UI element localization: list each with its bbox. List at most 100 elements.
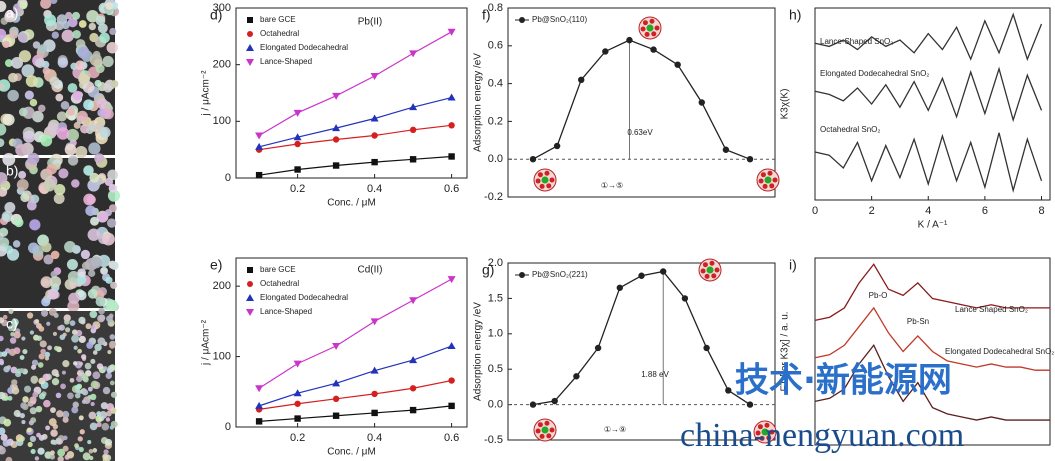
legend-label: Octahedral [260, 29, 299, 38]
particle [27, 201, 37, 211]
particle [57, 127, 69, 139]
particle [96, 64, 105, 73]
cluster-atom [544, 421, 549, 426]
cluster-atom [711, 273, 716, 278]
particle [110, 380, 115, 385]
marker [448, 377, 454, 383]
marker [602, 48, 608, 54]
y-tick-label: 0.0 [488, 399, 503, 411]
y-tick-label: 1.0 [488, 328, 503, 340]
particle [38, 105, 46, 113]
particle [101, 423, 109, 431]
particle [110, 261, 119, 270]
marker [554, 143, 560, 149]
marker [371, 159, 377, 165]
particle [109, 364, 115, 370]
particle [43, 67, 51, 75]
particle [36, 406, 43, 413]
particle [52, 440, 57, 445]
particle [63, 446, 69, 452]
particle [82, 375, 89, 382]
marker [448, 403, 454, 409]
particle [45, 425, 50, 430]
particle [111, 392, 117, 398]
particle [35, 319, 39, 323]
y-tick-label: -0.2 [484, 191, 503, 203]
particle [62, 371, 66, 375]
particle [88, 270, 95, 277]
particle [56, 393, 62, 399]
cluster-atom [550, 428, 555, 433]
marker [626, 37, 632, 43]
particle [65, 144, 77, 156]
particle [60, 383, 66, 389]
particle [12, 387, 20, 395]
particle [73, 361, 77, 365]
marker [294, 401, 300, 407]
cluster-atom [703, 262, 708, 267]
particle [53, 332, 57, 336]
y-tick-label: 0.2 [488, 115, 503, 127]
legend-label: bare GCE [260, 15, 296, 24]
particle [83, 194, 95, 206]
cluster-center [765, 177, 772, 184]
series-label: Elongated Dodecahedral SnO₂ [945, 347, 1054, 356]
x-tick-label: 8 [1038, 205, 1044, 217]
particle [85, 363, 92, 370]
particle [11, 379, 17, 385]
x-axis-label: K / A⁻¹ [918, 220, 948, 231]
cluster-atom [701, 268, 706, 273]
particle [50, 407, 56, 413]
particle [103, 449, 108, 454]
cluster-center [542, 427, 549, 434]
marker [699, 99, 705, 105]
legend-label: Lance-Shaped [260, 57, 312, 66]
particle [79, 415, 84, 420]
particle [82, 400, 86, 404]
particle [83, 165, 94, 176]
particle [19, 436, 25, 442]
cluster-atom [546, 183, 551, 188]
series-label: Elongated Dodecahedral SnO₂ [820, 69, 929, 78]
particle [72, 329, 78, 335]
figure: a)b)c) d)01002003000.20.40.6Conc. / μMj … [0, 0, 1055, 461]
panel-label: e) [210, 257, 222, 273]
marker [333, 136, 339, 142]
particle [9, 30, 18, 39]
particle [19, 108, 28, 117]
particle [7, 249, 19, 261]
marker [410, 407, 416, 413]
particle [31, 377, 38, 384]
particle [105, 439, 112, 446]
particle [52, 378, 59, 385]
particle [99, 33, 110, 44]
particle [90, 394, 96, 400]
panel-label: a) [6, 5, 18, 21]
particle [82, 262, 90, 270]
chart-title: Pb(II) [358, 17, 382, 28]
particle [8, 309, 13, 314]
particle [64, 319, 70, 325]
particle [30, 99, 37, 106]
particle [58, 168, 68, 178]
marker [650, 46, 656, 52]
particle [40, 135, 52, 147]
particle [22, 404, 28, 410]
particle [80, 124, 89, 133]
particle [31, 449, 36, 454]
particle [97, 315, 105, 323]
cluster-atom [655, 26, 660, 31]
marker [578, 77, 584, 83]
y-tick-label: -0.5 [484, 434, 503, 446]
particle [75, 146, 87, 158]
marker [530, 401, 536, 407]
marker [530, 156, 536, 162]
particle [51, 251, 60, 260]
cluster-atom [767, 171, 772, 176]
y-axis-label: Adsorption energy /eV [473, 53, 484, 152]
cluster-atom [715, 268, 720, 273]
particle [3, 419, 11, 427]
particle [46, 164, 57, 175]
particle [92, 371, 100, 379]
x-tick-label: 0 [812, 205, 818, 217]
